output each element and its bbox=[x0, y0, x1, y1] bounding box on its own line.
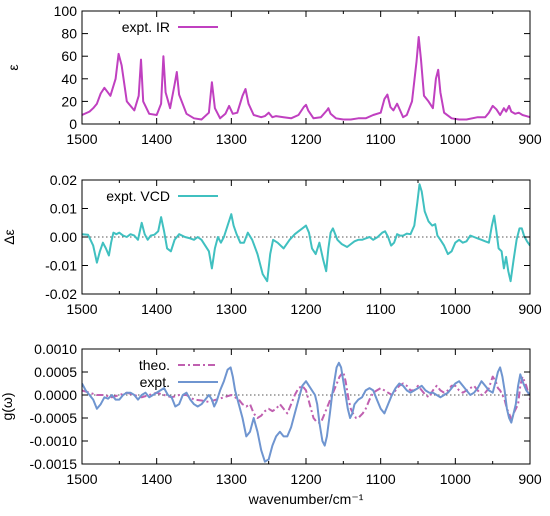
y-tick-label: 40 bbox=[61, 71, 77, 87]
y-tick-label: -0.01 bbox=[45, 258, 77, 274]
x-axis-label: wavenumber/cm⁻¹ bbox=[248, 491, 364, 507]
y-tick-label: -0.0015 bbox=[30, 456, 78, 472]
x-tick-label: 1100 bbox=[366, 301, 396, 317]
y-tick-label: 0.0010 bbox=[34, 341, 77, 357]
vcd-panel: 1500 1400 1300 1200 1100 1000 900 -0.02 -0.01 0.0… bbox=[1, 172, 542, 317]
y-tick-label: 0.02 bbox=[50, 172, 77, 188]
series-line-1 bbox=[82, 361, 530, 463]
series-line-0 bbox=[82, 183, 530, 283]
x-tick-label: 1400 bbox=[141, 471, 172, 487]
x-tick-label: 1100 bbox=[366, 131, 396, 147]
y-tick-label: 0.0005 bbox=[34, 364, 77, 380]
x-tick-label: 1100 bbox=[366, 471, 396, 487]
y-tick-label: -0.02 bbox=[45, 286, 77, 302]
y-tick-label: 0 bbox=[69, 116, 77, 132]
x-tick-label: 1500 bbox=[66, 131, 97, 147]
legend-label: expt. VCD bbox=[106, 188, 170, 204]
x-tick-label: 1200 bbox=[290, 301, 321, 317]
legend-label: expt. bbox=[140, 374, 170, 390]
y-tick-label: 0.0000 bbox=[34, 387, 77, 403]
x-tick-label: 1000 bbox=[440, 301, 471, 317]
y-axis-label: g(ω) bbox=[0, 392, 15, 420]
x-tick-label: 1000 bbox=[440, 131, 471, 147]
y-tick-label: 0.01 bbox=[50, 201, 77, 217]
x-tick-label: 1300 bbox=[216, 131, 247, 147]
x-tick-label: 1200 bbox=[290, 471, 321, 487]
y-tick-label: -0.0010 bbox=[30, 433, 78, 449]
x-tick-label: 1300 bbox=[216, 471, 247, 487]
x-tick-label: 1000 bbox=[440, 471, 471, 487]
series-line-0 bbox=[82, 36, 530, 121]
y-tick-label: 100 bbox=[54, 3, 78, 19]
y-tick-label: 0.00 bbox=[50, 229, 77, 245]
ir-panel: 1500 1400 1300 1200 1100 1000 900 0 20 40 60 80 100 ε… bbox=[5, 3, 542, 147]
x-tick-label: 1400 bbox=[141, 131, 172, 147]
x-tick-label: 900 bbox=[518, 131, 542, 147]
x-tick-label: 1300 bbox=[216, 301, 247, 317]
y-tick-label: 20 bbox=[61, 93, 77, 109]
x-tick-label: 1500 bbox=[66, 471, 97, 487]
y-axis-label: Δε bbox=[1, 229, 17, 245]
y-axis-label: ε bbox=[5, 64, 21, 70]
y-tick-label: 80 bbox=[61, 26, 77, 42]
x-tick-label: 900 bbox=[518, 301, 542, 317]
legend-label: expt. IR bbox=[122, 19, 170, 35]
y-tick-label: -0.0005 bbox=[30, 410, 78, 426]
x-tick-label: 1200 bbox=[290, 131, 321, 147]
x-tick-label: 1400 bbox=[141, 301, 172, 317]
legend-label: theo. bbox=[139, 357, 170, 373]
x-tick-label: 900 bbox=[518, 471, 542, 487]
x-tick-label: 1500 bbox=[66, 301, 97, 317]
y-tick-label: 60 bbox=[61, 48, 77, 64]
g-factor-panel: 1500 1400 1300 1200 1100 1000 900 -0.0015 -0.001… bbox=[0, 341, 542, 507]
